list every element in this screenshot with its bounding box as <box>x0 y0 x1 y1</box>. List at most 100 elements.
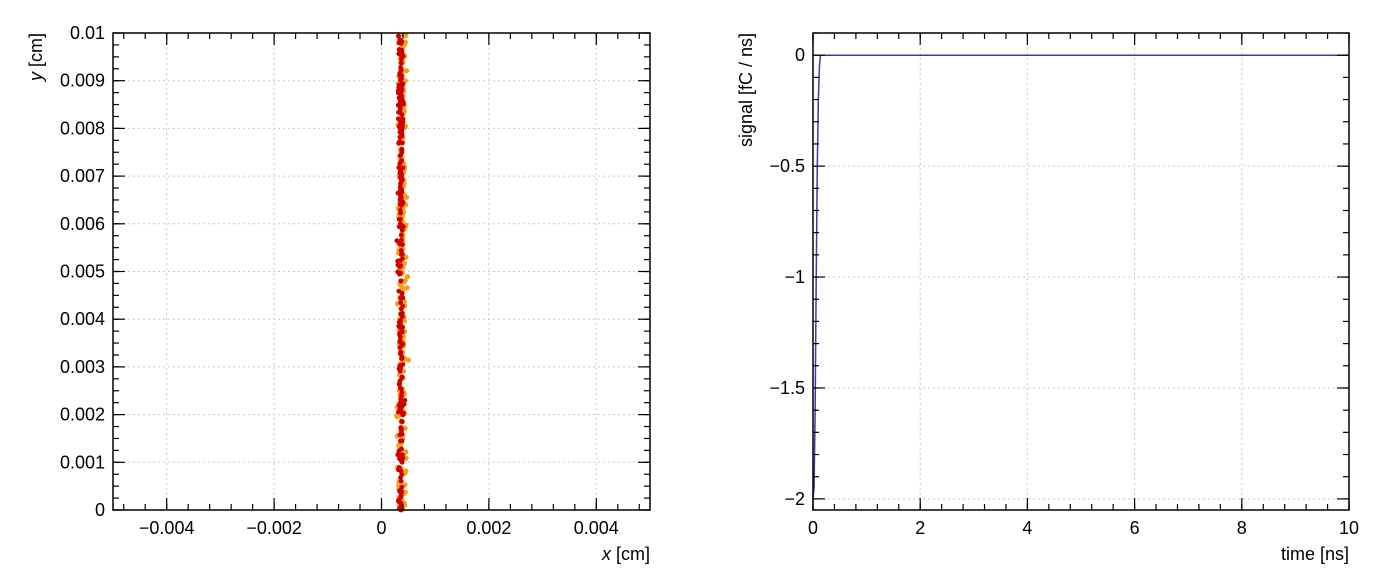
signal-x-tick-label: 0 <box>808 518 818 538</box>
scatter-point-series-1 <box>395 116 401 122</box>
scatter-x-tick-label: −0.004 <box>139 518 195 538</box>
scatter-point-series-1 <box>398 385 403 391</box>
scatter-x-tick-label: 0.004 <box>574 518 619 538</box>
scatter-point-series-1 <box>398 40 404 46</box>
scatter-y-tick-label: 0.004 <box>60 309 105 329</box>
scatter-x-axis-label: x [cm] <box>601 544 650 564</box>
signal-x-tick-label: 6 <box>1130 518 1140 538</box>
scatter-point-series-1 <box>398 494 404 500</box>
scatter-point-series-0 <box>401 106 407 112</box>
scatter-point-series-1 <box>398 89 404 95</box>
signal-y-tick-label: −0.5 <box>769 156 805 176</box>
scatter-point-series-1 <box>399 343 405 348</box>
scatter-x-tick-label: 0.002 <box>466 518 511 538</box>
scatter-point-series-1 <box>402 397 408 403</box>
scatter-point-series-1 <box>399 227 405 233</box>
scatter-y-tick-label: 0.006 <box>60 214 105 234</box>
signal-panel: 0 2 4 6 8 10 0 −0.5 −1 −1.5 −2 time [ns] signal [… <box>736 32 1359 564</box>
signal-x-tick-label: 10 <box>1339 518 1359 538</box>
scatter-panel: −0.004 −0.002 0 0.002 0.004 0 0.001 0.002 0.003… <box>26 23 651 564</box>
scatter-point-series-1 <box>398 60 404 66</box>
scatter-point-series-1 <box>396 140 401 146</box>
scatter-point-series-1 <box>399 56 404 62</box>
scatter-point-series-1 <box>398 201 404 207</box>
signal-y-tick-label: −2 <box>784 489 805 509</box>
scatter-point-series-0 <box>401 260 407 267</box>
scatter-point-series-1 <box>399 150 405 155</box>
signal-y-tick-label: 0 <box>795 45 805 65</box>
scatter-point-series-1 <box>396 381 402 387</box>
scatter-point-series-0 <box>404 194 410 200</box>
scatter-point-series-1 <box>396 448 402 454</box>
scatter-point-series-1 <box>397 407 403 412</box>
scatter-point-series-1 <box>399 356 405 361</box>
scatter-point-series-1 <box>400 81 406 87</box>
scatter-points <box>394 32 411 513</box>
scatter-point-series-1 <box>397 456 402 462</box>
scatter-point-series-1 <box>398 188 403 193</box>
scatter-point-series-1 <box>400 455 406 461</box>
scatter-point-series-1 <box>399 73 404 78</box>
signal-ticks <box>812 32 1350 510</box>
scatter-point-series-1 <box>399 158 404 164</box>
scatter-point-series-1 <box>398 221 403 227</box>
scatter-point-series-1 <box>397 325 403 330</box>
scatter-point-series-1 <box>398 425 404 431</box>
scatter-point-series-1 <box>396 124 402 130</box>
scatter-y-tick-label: 0.002 <box>60 405 105 425</box>
scatter-point-series-1 <box>399 484 405 490</box>
scatter-point-series-1 <box>399 419 405 425</box>
scatter-point-series-1 <box>398 317 403 323</box>
scatter-point-series-0 <box>400 286 406 293</box>
scatter-y-axis-unit: [cm] <box>26 33 46 72</box>
scatter-point-series-1 <box>398 181 404 187</box>
scatter-y-axis-label: y [cm] <box>26 33 46 83</box>
scatter-point-series-1 <box>398 270 403 276</box>
scatter-y-tick-label: 0.007 <box>60 166 105 186</box>
signal-plot-frame <box>812 32 1350 511</box>
signal-x-tick-label: 8 <box>1237 518 1247 538</box>
scatter-point-series-0 <box>403 468 409 474</box>
signal-x-tick-label: 2 <box>915 518 925 538</box>
scatter-point-series-1 <box>400 242 405 248</box>
scatter-point-series-1 <box>399 374 405 380</box>
scatter-point-series-1 <box>397 170 403 176</box>
scatter-point-series-1 <box>399 140 405 146</box>
scatter-y-tick-label: 0.008 <box>60 118 105 138</box>
scatter-point-series-1 <box>396 288 402 294</box>
scatter-point-series-1 <box>397 134 403 140</box>
signal-y-tick-label: −1 <box>784 267 805 287</box>
scatter-point-series-1 <box>398 397 404 402</box>
scatter-point-series-1 <box>398 193 403 199</box>
scatter-point-series-1 <box>401 401 407 407</box>
scatter-point-series-1 <box>399 294 405 300</box>
scatter-x-tick-label: −0.002 <box>246 518 302 538</box>
scatter-y-axis-var: y <box>26 71 46 83</box>
scatter-point-series-1 <box>399 310 405 316</box>
scatter-y-tick-label: 0.009 <box>60 71 105 91</box>
scatter-y-tick-label: 0.005 <box>60 262 105 282</box>
signal-y-axis-label: signal [fC / ns] <box>736 33 756 147</box>
scatter-point-series-1 <box>398 300 404 305</box>
scatter-point-series-1 <box>397 351 403 357</box>
scatter-point-series-0 <box>404 285 410 291</box>
scatter-y-tick-labels: 0 0.001 0.002 0.003 0.004 0.005 0.006 0.007 0.00… <box>60 23 105 520</box>
scatter-point-series-1 <box>397 400 403 406</box>
scatter-y-tick-label: 0.001 <box>60 452 105 472</box>
scatter-x-axis-unit: [cm] <box>611 544 650 564</box>
scatter-point-series-1 <box>397 368 403 374</box>
scatter-point-series-1 <box>397 332 402 337</box>
scatter-point-series-1 <box>397 216 403 222</box>
scatter-point-series-1 <box>396 33 402 39</box>
scatter-point-series-1 <box>399 393 404 399</box>
scatter-point-series-1 <box>398 165 404 171</box>
scatter-point-series-1 <box>397 432 403 438</box>
scatter-point-series-1 <box>399 438 405 444</box>
scatter-y-tick-label: 0 <box>95 500 105 520</box>
scatter-point-series-1 <box>400 314 405 320</box>
signal-x-axis-label: time [ns] <box>1281 544 1349 564</box>
scatter-point-series-1 <box>399 472 405 478</box>
scatter-point-series-0 <box>404 274 411 280</box>
scatter-point-series-1 <box>397 338 403 343</box>
